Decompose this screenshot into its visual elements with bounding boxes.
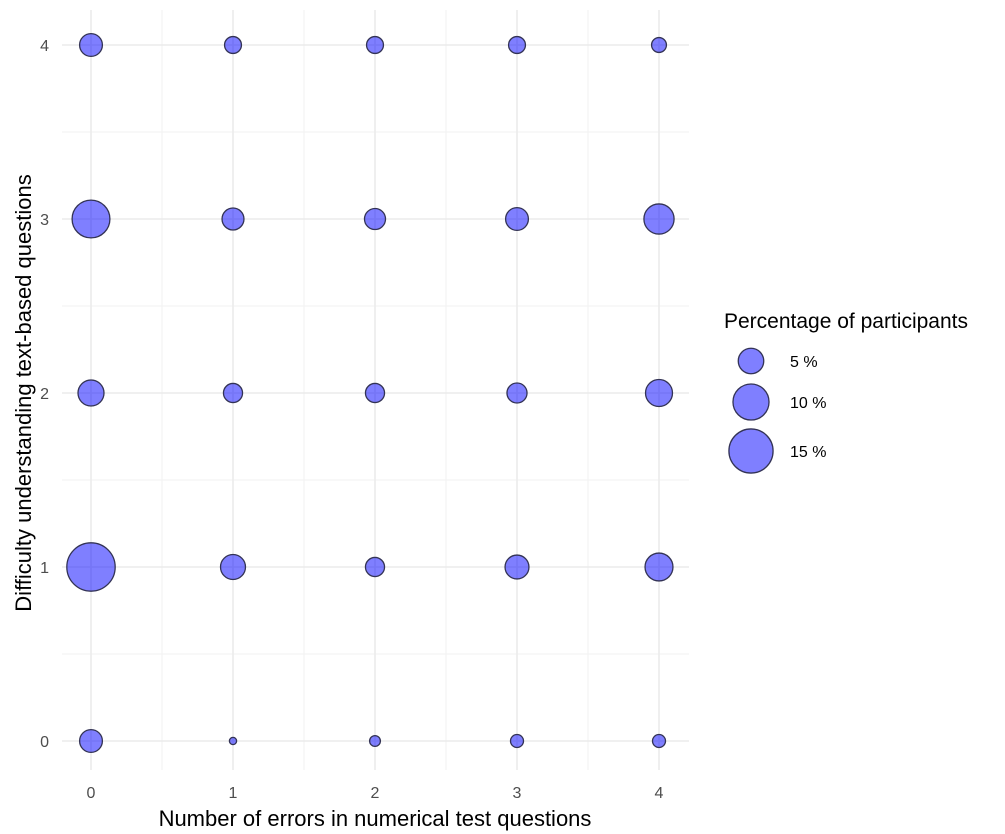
y-tick-label: 3: [40, 212, 49, 229]
bubble-point: [71, 199, 111, 239]
bubble-point: [219, 553, 247, 581]
y-tick-label: 1: [40, 560, 49, 577]
x-tick-label: 1: [229, 785, 238, 802]
bubble-point: [509, 733, 525, 749]
legend-key-circle: [728, 428, 774, 474]
bubble-point: [506, 382, 528, 404]
y-axis-title: Difficulty understanding text-based ques…: [11, 174, 36, 611]
x-tick-labels: 0 1 2 3 4: [87, 785, 664, 802]
legend-label: 10 %: [790, 395, 826, 412]
bubble-point: [643, 203, 675, 235]
legend-label: 5 %: [790, 354, 818, 371]
y-tick-labels: 0 1 2 3 4: [40, 38, 49, 751]
legend-key-circle: [732, 383, 770, 421]
y-tick-label: 4: [40, 38, 49, 55]
bubble-point: [221, 207, 245, 231]
bubble-point: [644, 552, 674, 582]
bubble-point: [77, 379, 105, 407]
bubble-point: [504, 554, 530, 580]
legend-entries: 5 % 10 % 15 %: [728, 347, 826, 474]
bubble-point: [364, 382, 386, 404]
bubble-point: [228, 736, 238, 746]
legend-key-circle: [737, 347, 765, 375]
bubble-point: [223, 35, 243, 55]
bubble-point: [363, 207, 387, 231]
legend: Percentage of participants 5 % 10 % 15 %: [724, 310, 968, 474]
y-tick-label: 2: [40, 386, 49, 403]
bubble-point: [78, 728, 104, 754]
bubble-point: [507, 35, 527, 55]
bubble-point: [650, 36, 668, 54]
x-tick-label: 0: [87, 785, 96, 802]
y-tick-label: 0: [40, 734, 49, 751]
bubble-point: [368, 734, 382, 748]
bubble-point: [78, 32, 104, 58]
bubble-point: [504, 206, 530, 232]
x-tick-label: 3: [513, 785, 522, 802]
bubble-point: [644, 378, 674, 408]
x-tick-label: 4: [655, 785, 664, 802]
legend-label: 15 %: [790, 444, 826, 461]
bubble-point: [222, 382, 244, 404]
legend-title: Percentage of participants: [724, 310, 968, 333]
bubble-point: [651, 733, 667, 749]
bubble-point: [365, 35, 385, 55]
bubbles: [66, 32, 675, 754]
x-axis-title: Number of errors in numerical test quest…: [159, 806, 592, 831]
x-tick-label: 2: [371, 785, 380, 802]
bubble-point: [364, 556, 386, 578]
bubble-point: [66, 542, 116, 592]
